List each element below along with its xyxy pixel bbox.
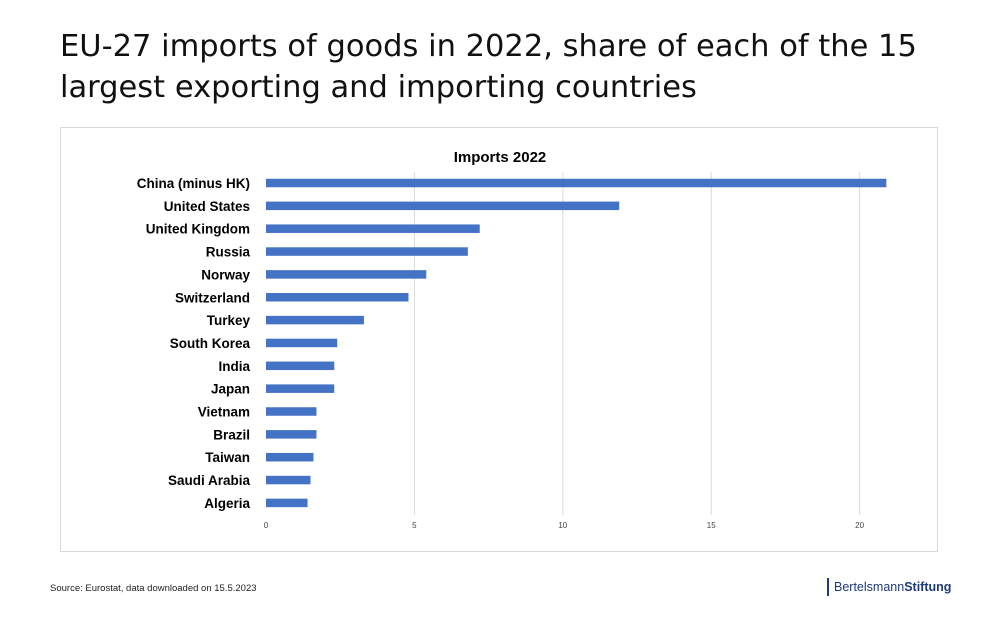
category-label: Brazil [213,427,250,442]
category-label: Algeria [204,496,250,511]
bars [266,178,887,508]
category-label: United States [164,199,250,214]
category-label: China (minus HK) [137,176,250,191]
bar [266,452,314,462]
bar [266,430,317,439]
category-label: Vietnam [198,405,250,420]
bar [266,498,308,508]
category-label: Switzerland [175,290,250,305]
bar [266,475,311,485]
bar [266,178,887,188]
x-tick-label: 5 [412,521,417,530]
category-label: Turkey [207,313,251,328]
category-label: Saudi Arabia [168,473,251,488]
category-label: Taiwan [205,450,250,465]
category-label: Japan [211,382,250,397]
bar [266,407,317,416]
bar [266,384,335,393]
brand-text-part2: Stiftung [904,580,952,594]
category-label: Norway [201,267,250,282]
category-label: South Korea [170,336,251,351]
bar [266,224,480,233]
brand-text-part1: Bertelsmann [834,580,905,594]
bar [266,338,338,348]
bar [266,293,409,302]
category-label: India [218,359,250,374]
x-tick-label: 0 [264,521,269,530]
bar [266,201,620,211]
x-tick-label: 15 [707,521,716,530]
category-label: Russia [206,245,251,260]
bar [266,270,427,279]
bar [266,361,335,371]
category-label: United Kingdom [146,222,250,237]
source-note: Source: Eurostat, data downloaded on 15.… [50,583,257,594]
bar-chart: Imports 2022 China (minus HK) United Stat… [137,149,887,530]
bar [266,315,364,325]
slide-title: EU-27 imports of goods in 2022, share of… [60,29,917,105]
category-labels: China (minus HK) United States United King… [137,176,251,511]
grid-lines [413,172,861,515]
x-tick-label: 10 [558,521,567,530]
x-tick-label: 20 [855,521,864,530]
chart-frame: Imports 2022 China (minus HK) United Stat… [60,127,938,552]
x-tick-labels: 0 5 10 15 20 [264,521,865,530]
brand-logo: BertelsmannStiftung [827,578,951,596]
bar [266,247,468,256]
chart-title: Imports 2022 [454,149,547,166]
